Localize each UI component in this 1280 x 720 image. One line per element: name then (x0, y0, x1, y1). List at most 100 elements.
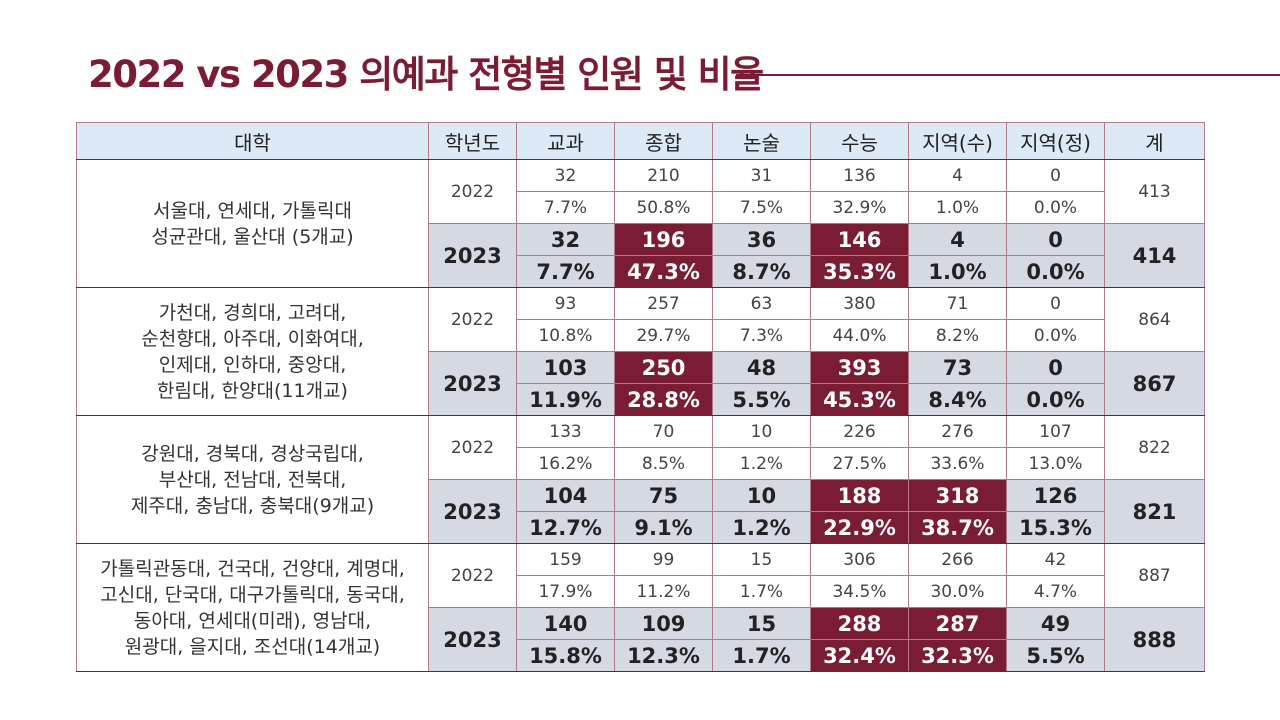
percent-cell: 15.8% (516, 639, 615, 672)
table-row-2022-percent: 16.2% 8.5% 1.2% 27.5% 33.6% 13.0% (77, 447, 1205, 480)
count-cell: 136 (810, 159, 909, 192)
total-cell-2022: 864 (1104, 287, 1205, 352)
percent-cell: 10.8% (516, 319, 615, 352)
table-row-2023-count: 2023 32 196 36 146 4 0 414 (77, 223, 1205, 288)
total-cell-2023: 867 (1104, 351, 1205, 416)
percent-cell: 5.5% (712, 383, 811, 416)
percent-cell: 34.5% (810, 575, 909, 608)
highlight-count-cell: 250 (614, 351, 713, 384)
year-cell-2023: 2023 (428, 607, 517, 672)
percent-cell: 17.9% (516, 575, 615, 608)
percent-cell: 13.0% (1006, 447, 1105, 480)
percent-cell: 44.0% (810, 319, 909, 352)
university-line: 서울대, 연세대, 가톨릭대 (153, 199, 352, 222)
percent-cell: 30.0% (908, 575, 1007, 608)
table-row-2022-percent: 17.9% 11.2% 1.7% 34.5% 30.0% 4.7% (77, 575, 1205, 608)
col-header-university: 대학 (76, 122, 429, 160)
percent-cell: 33.6% (908, 447, 1007, 480)
highlight-percent-cell: 32.3% (908, 639, 1007, 672)
percent-cell: 29.7% (614, 319, 713, 352)
percent-cell: 1.2% (712, 447, 811, 480)
university-line: 고신대, 단국대, 대구가톨릭대, 동국대, (100, 583, 405, 606)
percent-cell: 5.5% (1006, 639, 1105, 672)
count-cell: 15 (712, 543, 811, 576)
university-line: 성균관대, 울산대 (5개교) (151, 225, 354, 248)
count-cell: 93 (516, 287, 615, 320)
percent-cell: 7.7% (516, 191, 615, 224)
percent-cell: 1.0% (908, 255, 1007, 288)
count-cell: 15 (712, 607, 811, 640)
percent-cell: 8.7% (712, 255, 811, 288)
count-cell: 32 (516, 223, 615, 256)
count-cell: 32 (516, 159, 615, 192)
year-cell-2022: 2022 (428, 287, 517, 352)
highlight-count-cell: 146 (810, 223, 909, 256)
percent-cell: 0.0% (1006, 191, 1105, 224)
admission-table: 대학 학년도 교과 종합 논술 수능 지역(수) 지역(정) 계 서울대, 연세… (76, 122, 1205, 672)
university-cell: 강원대, 경북대, 경상국립대, 부산대, 전남대, 전북대, 제주대, 충남대, … (76, 415, 429, 544)
percent-cell: 0.0% (1006, 319, 1105, 352)
percent-cell: 8.5% (614, 447, 713, 480)
highlight-percent-cell: 38.7% (908, 511, 1007, 544)
percent-cell: 1.0% (908, 191, 1007, 224)
table-row-2022-count: 가천대, 경희대, 고려대, 순천향대, 아주대, 이화여대, 인제대, 인하대, … (76, 287, 1205, 416)
year-cell-2022: 2022 (428, 159, 517, 224)
count-cell: 63 (712, 287, 811, 320)
highlight-percent-cell: 22.9% (810, 511, 909, 544)
percent-cell: 1.7% (712, 639, 811, 672)
count-cell: 73 (908, 351, 1007, 384)
table-body: 서울대, 연세대, 가톨릭대 성균관대, 울산대 (5개교) 2022 32 210 31… (76, 159, 1205, 672)
percent-cell: 1.2% (712, 511, 811, 544)
percent-cell: 7.3% (712, 319, 811, 352)
percent-cell: 0.0% (1006, 383, 1105, 416)
university-line: 강원대, 경북대, 경상국립대, (141, 442, 364, 465)
count-cell: 226 (810, 415, 909, 448)
count-cell: 380 (810, 287, 909, 320)
table-row-2023-percent: 15.8% 12.3% 1.7% 32.4% 32.3% 5.5% (77, 639, 1205, 672)
count-cell: 133 (516, 415, 615, 448)
total-cell-2023: 888 (1104, 607, 1205, 672)
highlight-count-cell: 393 (810, 351, 909, 384)
percent-cell: 9.1% (614, 511, 713, 544)
table-row-2023-percent: 11.9% 28.8% 5.5% 45.3% 8.4% 0.0% (77, 383, 1205, 416)
university-cell: 가톨릭관동대, 건국대, 건양대, 계명대, 고신대, 단국대, 대구가톨릭대, … (76, 543, 429, 672)
count-cell: 140 (516, 607, 615, 640)
highlight-count-cell: 196 (614, 223, 713, 256)
percent-cell: 15.3% (1006, 511, 1105, 544)
university-cell: 가천대, 경희대, 고려대, 순천향대, 아주대, 이화여대, 인제대, 인하대, … (76, 287, 429, 416)
count-cell: 109 (614, 607, 713, 640)
count-cell: 0 (1006, 287, 1105, 320)
percent-cell: 4.7% (1006, 575, 1105, 608)
count-cell: 71 (908, 287, 1007, 320)
percent-cell: 16.2% (516, 447, 615, 480)
col-header-nonsul: 논술 (712, 122, 811, 160)
highlight-percent-cell: 45.3% (810, 383, 909, 416)
col-header-suneung: 수능 (810, 122, 909, 160)
year-cell-2023: 2023 (428, 479, 517, 544)
col-header-gyogwa: 교과 (516, 122, 615, 160)
count-cell: 107 (1006, 415, 1105, 448)
count-cell: 10 (712, 479, 811, 512)
count-cell: 210 (614, 159, 713, 192)
highlight-count-cell: 287 (908, 607, 1007, 640)
highlight-percent-cell: 35.3% (810, 255, 909, 288)
count-cell: 4 (908, 223, 1007, 256)
count-cell: 99 (614, 543, 713, 576)
highlight-percent-cell: 32.4% (810, 639, 909, 672)
count-cell: 48 (712, 351, 811, 384)
count-cell: 0 (1006, 351, 1105, 384)
count-cell: 103 (516, 351, 615, 384)
count-cell: 306 (810, 543, 909, 576)
total-cell-2023: 414 (1104, 223, 1205, 288)
table-row-2023-count: 2023 140 109 15 288 287 49 888 (77, 607, 1205, 672)
percent-cell: 27.5% (810, 447, 909, 480)
table-row-2022-percent: 7.7% 50.8% 7.5% 32.9% 1.0% 0.0% (77, 191, 1205, 224)
count-cell: 4 (908, 159, 1007, 192)
university-line: 부산대, 전남대, 전북대, (158, 468, 347, 491)
total-cell-2022: 822 (1104, 415, 1205, 480)
count-cell: 31 (712, 159, 811, 192)
university-line: 가톨릭관동대, 건국대, 건양대, 계명대, (100, 557, 405, 580)
percent-cell: 50.8% (614, 191, 713, 224)
count-cell: 42 (1006, 543, 1105, 576)
